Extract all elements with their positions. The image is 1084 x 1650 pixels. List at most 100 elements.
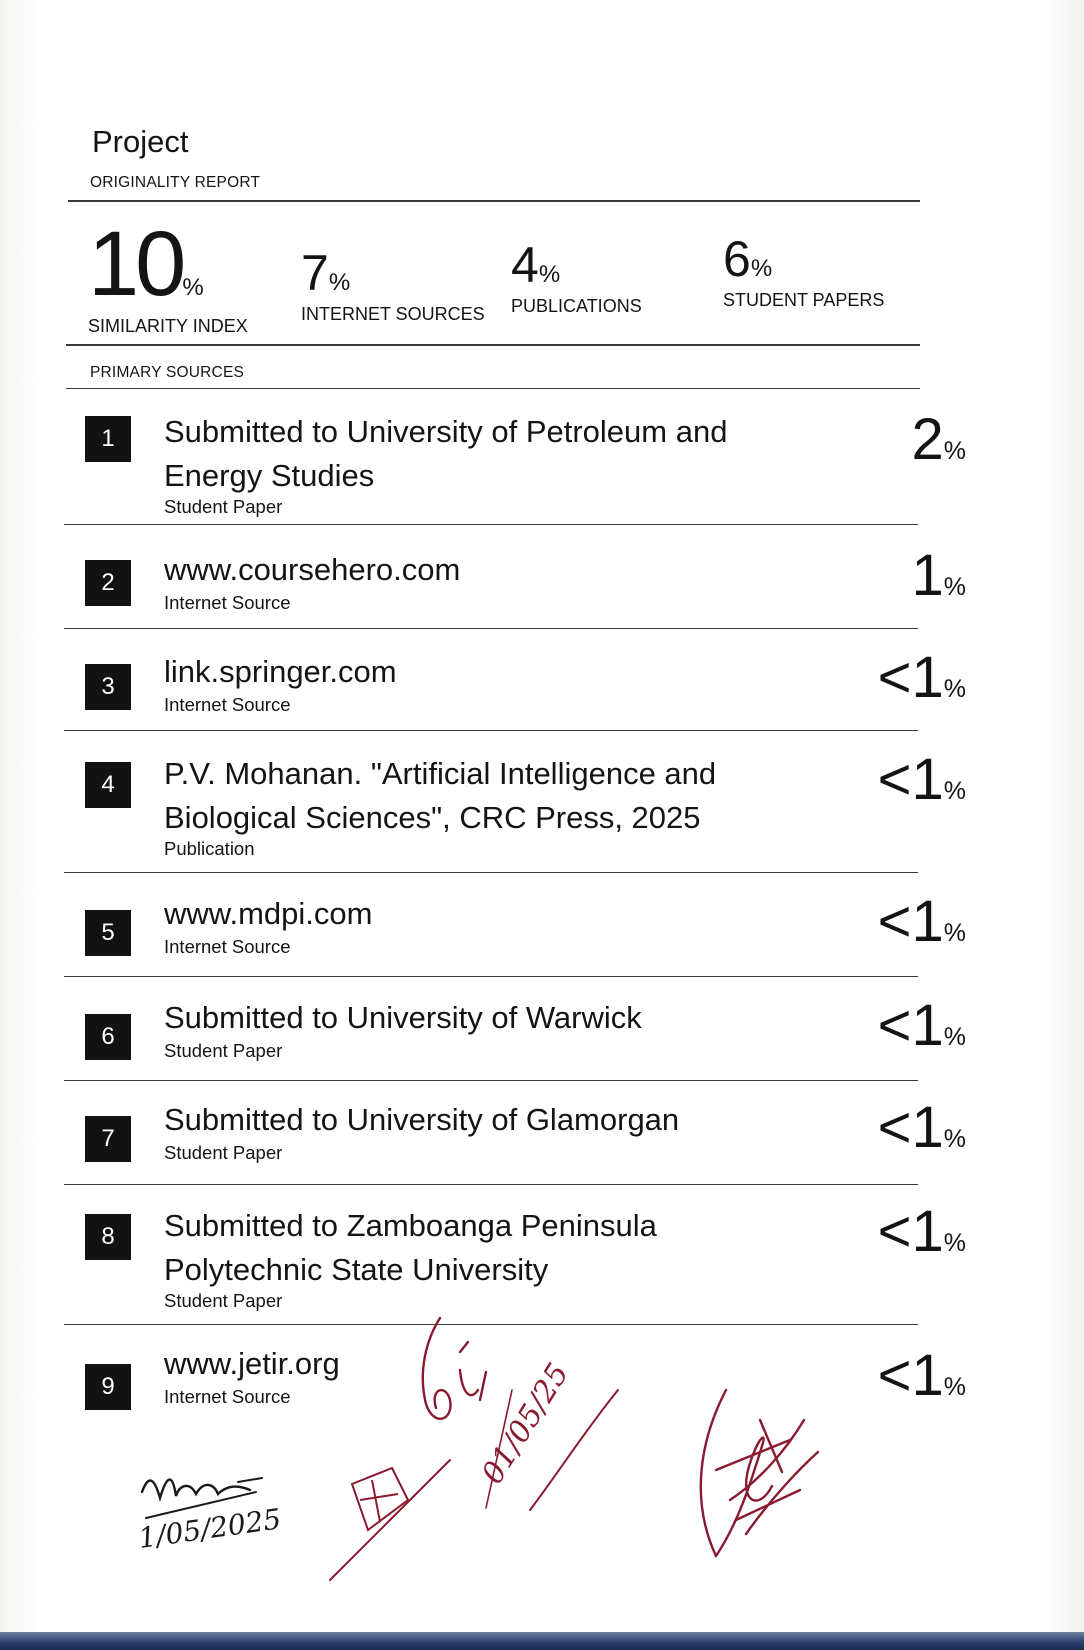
source-title-line: Polytechnic State University	[164, 1252, 549, 1287]
source-type: Student Paper	[164, 496, 283, 517]
divider	[64, 872, 918, 873]
source-percent: <1%	[878, 888, 966, 955]
stat-internet-sources: 7% INTERNET SOURCES	[301, 248, 485, 325]
source-index-badge: 2	[85, 560, 131, 606]
source-percent-value: <1	[877, 889, 944, 954]
stat-value: 10	[88, 213, 186, 315]
source-title: Submitted to University of Warwick	[164, 996, 804, 1040]
source-title-line: Submitted to University of Glamorgan	[164, 1102, 680, 1137]
source-type: Internet Source	[164, 1386, 291, 1407]
source-type: Internet Source	[164, 694, 291, 715]
source-title-line: link.springer.com	[164, 654, 397, 689]
stat-label: PUBLICATIONS	[511, 296, 642, 316]
page-bottom-edge	[0, 1632, 1084, 1650]
source-index-badge: 5	[85, 910, 131, 956]
source-percent: 1%	[912, 542, 967, 609]
source-percent-sign: %	[943, 1373, 966, 1401]
stat-similarity-index: 10% SIMILARITY INDEX	[88, 218, 248, 337]
stat-publications: 4% PUBLICATIONS	[511, 240, 642, 317]
source-title: Submitted to University of Petroleum and…	[164, 410, 804, 498]
source-percent-sign: %	[943, 919, 966, 947]
divider	[64, 1324, 918, 1325]
divider	[66, 344, 920, 346]
source-percent-value: <1	[877, 645, 944, 710]
source-percent: <1%	[878, 1094, 966, 1161]
source-title-line: www.mdpi.com	[164, 896, 373, 931]
divider	[66, 388, 920, 389]
report-title: Project	[92, 124, 189, 159]
source-percent-sign: %	[943, 675, 966, 703]
source-title: www.coursehero.com	[164, 548, 804, 592]
source-title-line: www.coursehero.com	[164, 552, 461, 587]
red-scribble-mark	[350, 1466, 410, 1532]
source-index-badge: 4	[85, 762, 131, 808]
source-title: www.mdpi.com	[164, 892, 804, 936]
stat-student-papers: 6% STUDENT PAPERS	[723, 234, 884, 311]
red-signature-middle	[329, 1316, 619, 1581]
source-type: Student Paper	[164, 1040, 283, 1061]
source-percent: <1%	[878, 644, 966, 711]
source-percent-value: <1	[877, 993, 944, 1058]
source-type: Publication	[164, 838, 255, 859]
source-percent-value: 2	[911, 407, 944, 472]
stat-percent: %	[182, 274, 204, 301]
stat-percent: %	[538, 261, 561, 288]
source-type: Student Paper	[164, 1290, 283, 1311]
stat-value: 6	[723, 231, 751, 287]
source-percent: 2%	[912, 406, 967, 473]
stat-label: INTERNET SOURCES	[301, 304, 485, 324]
divider	[64, 976, 918, 977]
source-title: link.springer.com	[164, 650, 804, 694]
source-index-badge: 6	[85, 1014, 131, 1060]
stat-percent: %	[750, 255, 773, 282]
divider	[68, 200, 920, 202]
source-title-line: Submitted to Zamboanga Peninsula	[164, 1208, 657, 1243]
source-percent-value: 1	[911, 543, 944, 608]
stat-value: 7	[301, 245, 329, 301]
divider	[64, 1080, 918, 1081]
source-index-badge: 9	[85, 1364, 131, 1410]
red-date-stamp: 01/05/25	[475, 1357, 576, 1490]
source-type: Internet Source	[164, 592, 291, 613]
source-title-line: P.V. Mohanan. "Artificial Intelligence a…	[164, 756, 717, 791]
source-title-line: Biological Sciences", CRC Press, 2025	[164, 800, 701, 835]
source-percent: <1%	[878, 992, 966, 1059]
divider	[64, 524, 918, 525]
stat-label: STUDENT PAPERS	[723, 290, 885, 310]
stat-percent: %	[328, 269, 351, 296]
source-title: www.jetir.org	[164, 1342, 804, 1386]
source-title-line: Submitted to University of Warwick	[164, 1000, 642, 1035]
source-percent-sign: %	[943, 1023, 966, 1051]
stat-value: 4	[511, 237, 539, 293]
source-index-badge: 3	[85, 664, 131, 710]
source-percent-sign: %	[943, 573, 966, 601]
stat-label: SIMILARITY INDEX	[88, 316, 248, 336]
divider	[64, 730, 918, 731]
source-index-badge: 8	[85, 1214, 131, 1260]
source-title: P.V. Mohanan. "Artificial Intelligence a…	[164, 752, 804, 840]
source-percent-value: <1	[877, 747, 944, 812]
source-percent-sign: %	[943, 437, 966, 465]
primary-sources-label: PRIMARY SOURCES	[90, 364, 245, 381]
source-index-badge: 7	[85, 1116, 131, 1162]
source-percent-sign: %	[943, 1229, 966, 1257]
black-signature	[140, 1477, 263, 1519]
source-percent: <1%	[878, 1198, 966, 1265]
source-percent: <1%	[878, 746, 966, 813]
originality-report-label: ORIGINALITY REPORT	[90, 174, 261, 191]
source-percent-value: <1	[877, 1199, 944, 1264]
red-signature-right	[699, 1388, 820, 1558]
divider	[64, 1184, 918, 1185]
source-title: Submitted to University of Glamorgan	[164, 1098, 804, 1142]
source-title-line: Submitted to University of Petroleum and	[164, 414, 728, 449]
source-percent-value: <1	[877, 1343, 944, 1408]
source-type: Student Paper	[164, 1142, 283, 1163]
source-title-line: Energy Studies	[164, 458, 375, 493]
source-percent: <1%	[878, 1342, 966, 1409]
source-title: Submitted to Zamboanga Peninsula Polytec…	[164, 1204, 804, 1292]
divider	[64, 628, 918, 629]
source-percent-sign: %	[943, 1125, 966, 1153]
source-type: Internet Source	[164, 936, 291, 957]
source-title-line: www.jetir.org	[164, 1346, 340, 1381]
